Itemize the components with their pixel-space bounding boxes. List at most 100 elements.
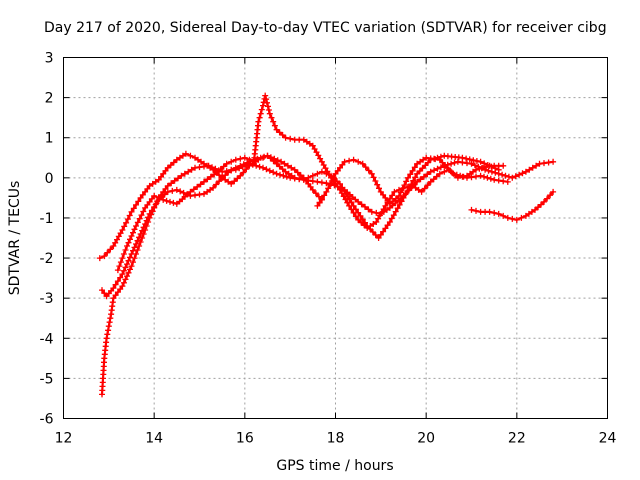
data-point bbox=[396, 201, 403, 208]
data-point bbox=[348, 206, 355, 213]
data-point bbox=[124, 273, 130, 280]
data-point bbox=[127, 254, 133, 261]
data-point bbox=[315, 152, 322, 159]
data-point bbox=[504, 178, 511, 185]
data-point bbox=[378, 209, 385, 216]
data-point bbox=[361, 222, 368, 229]
data-point bbox=[375, 235, 382, 241]
data-point bbox=[350, 156, 357, 163]
data-point bbox=[365, 167, 372, 174]
data-point bbox=[237, 172, 244, 179]
data-point bbox=[375, 215, 382, 222]
y-axis-label: SDTVAR / TECUs bbox=[7, 181, 23, 296]
data-point bbox=[495, 177, 502, 184]
data-point bbox=[127, 236, 133, 243]
data-point bbox=[117, 259, 124, 266]
y-tick-labels: -6 -5 -4 -3 -2 -1 0 1 2 3 bbox=[40, 51, 54, 428]
data-point bbox=[441, 168, 448, 175]
data-point bbox=[106, 319, 113, 326]
data-point bbox=[223, 160, 230, 167]
data-point bbox=[122, 276, 129, 283]
data-point bbox=[190, 186, 197, 193]
data-point bbox=[117, 230, 124, 237]
data-point bbox=[122, 264, 129, 271]
data-point bbox=[358, 219, 365, 226]
data-point bbox=[459, 154, 466, 161]
data-point bbox=[173, 186, 180, 193]
data-point bbox=[382, 225, 389, 232]
data-point bbox=[468, 160, 475, 167]
data-point bbox=[342, 196, 349, 203]
tick-marks bbox=[63, 57, 608, 419]
data-point bbox=[477, 158, 484, 165]
data-point bbox=[422, 162, 429, 169]
data-point bbox=[324, 168, 331, 175]
data-point bbox=[185, 168, 192, 175]
data-point bbox=[136, 234, 143, 241]
data-point bbox=[312, 190, 319, 197]
data-point bbox=[241, 154, 248, 161]
data-layer bbox=[96, 92, 557, 398]
data-point bbox=[187, 152, 194, 159]
data-point bbox=[459, 173, 466, 180]
data-point bbox=[355, 216, 362, 223]
data-point bbox=[483, 163, 490, 170]
data-point bbox=[405, 183, 411, 190]
data-point bbox=[142, 221, 149, 227]
data-point bbox=[169, 187, 176, 194]
data-point bbox=[213, 181, 220, 188]
data-point bbox=[424, 171, 431, 178]
data-point bbox=[128, 251, 135, 257]
data-point bbox=[266, 110, 273, 117]
data-point bbox=[436, 170, 443, 177]
data-point bbox=[318, 168, 325, 175]
data-point bbox=[382, 202, 389, 209]
data-point bbox=[125, 239, 132, 246]
x-tick-label: 12 bbox=[55, 431, 73, 447]
data-point bbox=[420, 156, 427, 163]
data-point bbox=[207, 173, 214, 180]
data-point bbox=[105, 323, 112, 330]
data-point bbox=[350, 209, 357, 216]
data-point bbox=[544, 195, 551, 202]
data-point bbox=[277, 171, 283, 178]
data-point bbox=[119, 283, 126, 290]
data-point bbox=[130, 259, 136, 266]
data-point bbox=[136, 243, 143, 249]
data-point bbox=[394, 205, 401, 212]
data-point bbox=[442, 162, 449, 169]
data-point bbox=[178, 172, 185, 179]
x-tick-label: 14 bbox=[145, 431, 163, 447]
data-point bbox=[400, 184, 407, 191]
data-point bbox=[337, 186, 343, 193]
data-point bbox=[228, 158, 235, 165]
data-point bbox=[532, 206, 538, 213]
data-point bbox=[163, 197, 170, 204]
data-point bbox=[373, 219, 380, 225]
data-point bbox=[192, 164, 198, 171]
data-point bbox=[210, 166, 217, 173]
data-point bbox=[398, 198, 405, 205]
data-point bbox=[392, 195, 399, 202]
data-point bbox=[119, 271, 126, 278]
data-point bbox=[509, 215, 516, 222]
data-point bbox=[282, 134, 289, 141]
data-point bbox=[412, 174, 419, 181]
data-point bbox=[384, 199, 391, 206]
data-point bbox=[500, 162, 507, 169]
data-point bbox=[550, 188, 557, 195]
data-point bbox=[288, 164, 295, 171]
data-point bbox=[437, 153, 444, 160]
data-point bbox=[124, 261, 130, 268]
data-point bbox=[180, 189, 187, 196]
data-point bbox=[258, 106, 265, 113]
data-point bbox=[146, 210, 153, 217]
data-point bbox=[355, 198, 362, 205]
data-point bbox=[318, 195, 325, 202]
data-point bbox=[433, 173, 440, 180]
data-point bbox=[322, 165, 329, 172]
series-track-4 bbox=[114, 92, 507, 274]
x-tick-label: 18 bbox=[327, 431, 345, 447]
data-point bbox=[253, 162, 260, 169]
data-point bbox=[476, 165, 483, 172]
